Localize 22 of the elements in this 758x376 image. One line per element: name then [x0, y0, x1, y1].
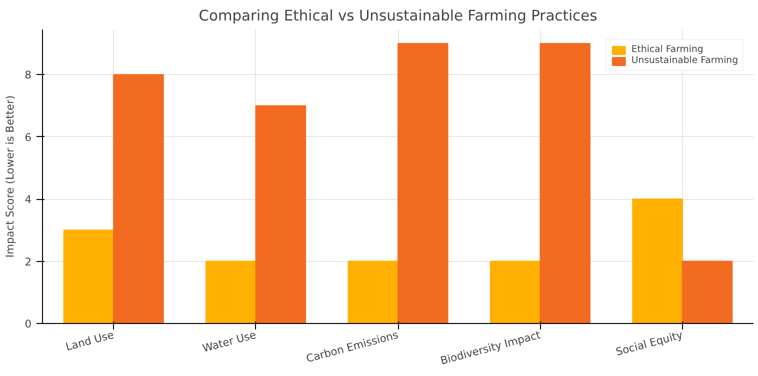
y-tick-label: 8 [24, 68, 32, 82]
x-tick-label: Social Equity [614, 328, 684, 359]
legend-label: Ethical Farming [631, 44, 704, 55]
y-axis-title: Impact Score (Lower is Better) [4, 95, 17, 258]
bar [206, 260, 256, 324]
bar [63, 230, 114, 324]
y-tick-label: 6 [24, 130, 32, 144]
chart-title: Comparing Ethical vs Unsustainable Farming Practices [198, 8, 598, 24]
bar [632, 198, 683, 324]
bar [398, 43, 448, 324]
y-tick-label: 0 [24, 318, 32, 330]
y-tick-label: 4 [24, 193, 32, 206]
bar [540, 43, 590, 324]
y-tick-label: 2 [24, 255, 32, 268]
legend-label: Unsustainable Farming [631, 55, 738, 66]
bar [113, 74, 164, 324]
bar [255, 105, 306, 324]
bar [490, 260, 541, 324]
x-tick-label: Land Use [64, 328, 116, 354]
x-tick-label: Water Use [201, 328, 258, 355]
bar [682, 260, 733, 324]
bar [348, 260, 398, 324]
